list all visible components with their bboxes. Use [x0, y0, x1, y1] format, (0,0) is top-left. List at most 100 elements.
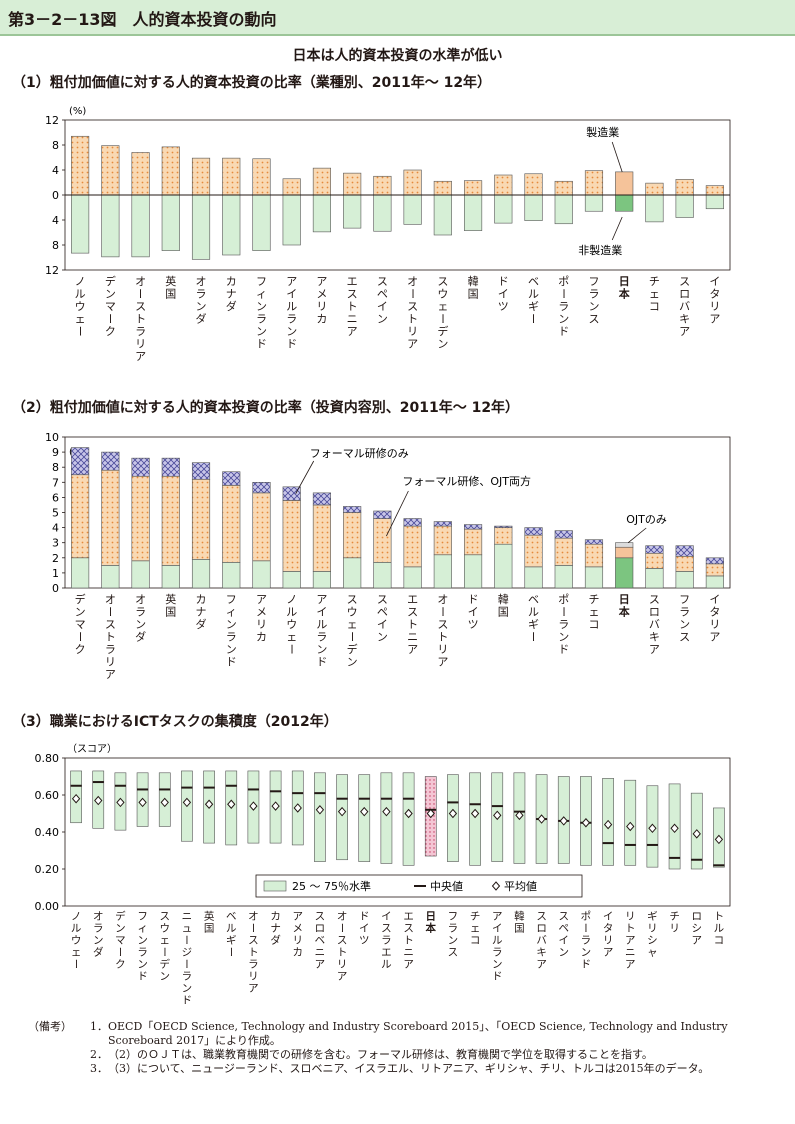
bar-ojt-only — [403, 518, 422, 527]
tick-label-char: ア — [105, 668, 116, 681]
tick-label-char: ラ — [316, 631, 327, 644]
annotation-arrow — [386, 490, 409, 537]
tick-label-char: ツ — [498, 300, 509, 313]
bar-non-manufacturing — [222, 194, 241, 256]
bar-ojt-only — [191, 462, 211, 480]
tick-label-char: ャ — [647, 947, 658, 959]
tick-label-char: ナ — [226, 288, 237, 301]
bar-ojt-only — [524, 527, 543, 536]
tick-label-char: ラ — [182, 971, 193, 983]
bar-manufacturing — [433, 180, 452, 196]
note-num: 2． — [90, 1048, 108, 1061]
tick-label-char: タ — [709, 288, 720, 301]
tick-label-char: ス — [403, 923, 414, 935]
mean-marker — [515, 810, 524, 821]
tick-label-char: ィ — [226, 606, 237, 619]
tick-label-char: 日 — [619, 275, 630, 288]
tick-label-char: キ — [679, 313, 690, 326]
bar-non-manufacturing — [161, 194, 180, 251]
tick-label-char: ー — [225, 947, 237, 958]
tick-label-char: ル — [286, 606, 297, 619]
tick-label-char: ス — [536, 911, 547, 923]
bar-both — [282, 500, 301, 572]
tick-label-char: ト — [248, 947, 259, 959]
note-line: 3． （3）について、ニュージーランド、スロベニア、イスラエル、リトアニア、ギリシ… — [28, 1062, 778, 1076]
tick-label-char: ン — [377, 313, 388, 326]
tick-label-char: ニ — [182, 911, 193, 923]
y-tick-label: 0.80 — [35, 752, 60, 765]
bar-formal-only — [191, 559, 211, 589]
tick-label-char: ナ — [270, 923, 281, 935]
mean-marker — [470, 808, 480, 819]
bar-ojt-only — [101, 451, 120, 471]
tick-label-char: エ — [403, 911, 414, 923]
tick-label-char: ラ — [248, 959, 259, 971]
tick-label-char: ス — [381, 923, 392, 935]
tick-label-char: ー — [557, 288, 570, 299]
bar-both — [524, 534, 543, 568]
bar-both — [675, 555, 694, 572]
tick-label-char: ア — [692, 935, 703, 947]
y-tick-label: 8 — [52, 239, 59, 252]
tick-label-char: 国 — [514, 923, 525, 935]
tick-label-char: リ — [669, 923, 680, 935]
figure-label: 第3－2－13図 人的資本投資の動向 — [8, 10, 277, 29]
tick-label-char: オ — [407, 275, 418, 288]
tick-label-char: イ — [468, 606, 479, 619]
tick-label-char: ト — [347, 300, 358, 313]
annotation-manufacturing: 製造業 — [586, 125, 619, 139]
tick-label-char: ラ — [679, 606, 690, 619]
tick-label-char: ア — [649, 643, 660, 656]
tick-label-char: シ — [647, 935, 658, 947]
y-tick-label: 0 — [52, 189, 59, 202]
tick-label-char: ー — [114, 947, 126, 958]
legend-box-label: 25 ～ 75％水準 — [292, 879, 371, 893]
figure-header: 第3－2－13図 人的資本投資の動向 — [0, 0, 795, 36]
tick-label-char: ア — [603, 947, 614, 959]
bar-formal-only — [675, 571, 694, 589]
annotation-formal-only: フォーマル研修のみ — [310, 446, 409, 460]
tick-label-char: ラ — [381, 935, 392, 947]
bar-manufacturing — [131, 152, 150, 196]
tick-label-char: ク — [115, 959, 126, 971]
tick-label-char: ニ — [625, 947, 636, 959]
y-tick-label: 7 — [52, 476, 59, 489]
tick-label-char: リ — [135, 338, 146, 351]
tick-label-char: ィ — [137, 923, 148, 935]
bar-ojt-only — [464, 524, 483, 530]
tick-label-char: ア — [437, 656, 448, 669]
mean-marker — [603, 819, 613, 830]
bar-manufacturing — [343, 172, 362, 196]
tick-label-char: ン — [135, 618, 146, 631]
mean-marker — [337, 806, 347, 817]
annotation-arrow — [295, 460, 315, 494]
tick-label-char: ニ — [407, 631, 418, 644]
tick-label-char: ウ — [347, 606, 358, 619]
tick-label-char: ス — [160, 911, 171, 923]
tick-label-char: ル — [528, 606, 539, 619]
tick-label-char: オ — [196, 275, 207, 288]
bar-manufacturing — [554, 180, 573, 196]
tick-label-char: ー — [103, 606, 116, 617]
y-tick-label: 0 — [52, 582, 59, 595]
tick-label-char: チ — [588, 593, 599, 606]
tick-label-char: ド — [581, 959, 592, 971]
tick-label-char: ン — [105, 288, 116, 301]
panel2-title: （2）粗付加価値に対する人的資本投資の比率（投資内容別、2011年～ 12年） — [12, 400, 520, 416]
bar-formal-only — [373, 562, 392, 589]
tick-label-char: オ — [248, 911, 259, 923]
tick-label-char: ル — [75, 288, 86, 301]
tick-label-char: ア — [316, 275, 327, 288]
tick-label-char: ド — [558, 643, 569, 656]
tick-label-char: ェ — [347, 618, 358, 631]
bar-formal-only — [433, 554, 452, 589]
tick-label-char: ア — [286, 275, 297, 288]
annotation-both: フォーマル研修、OJT両方 — [402, 474, 531, 488]
tick-label-char: ア — [135, 350, 146, 363]
tick-label-char: ル — [226, 923, 237, 935]
bar-manufacturing — [161, 146, 180, 196]
tick-label-char: ウ — [71, 935, 82, 947]
bar-ojt-only — [252, 482, 271, 494]
tick-label-char: ス — [337, 935, 348, 947]
y-tick-label: 0.20 — [35, 863, 60, 876]
